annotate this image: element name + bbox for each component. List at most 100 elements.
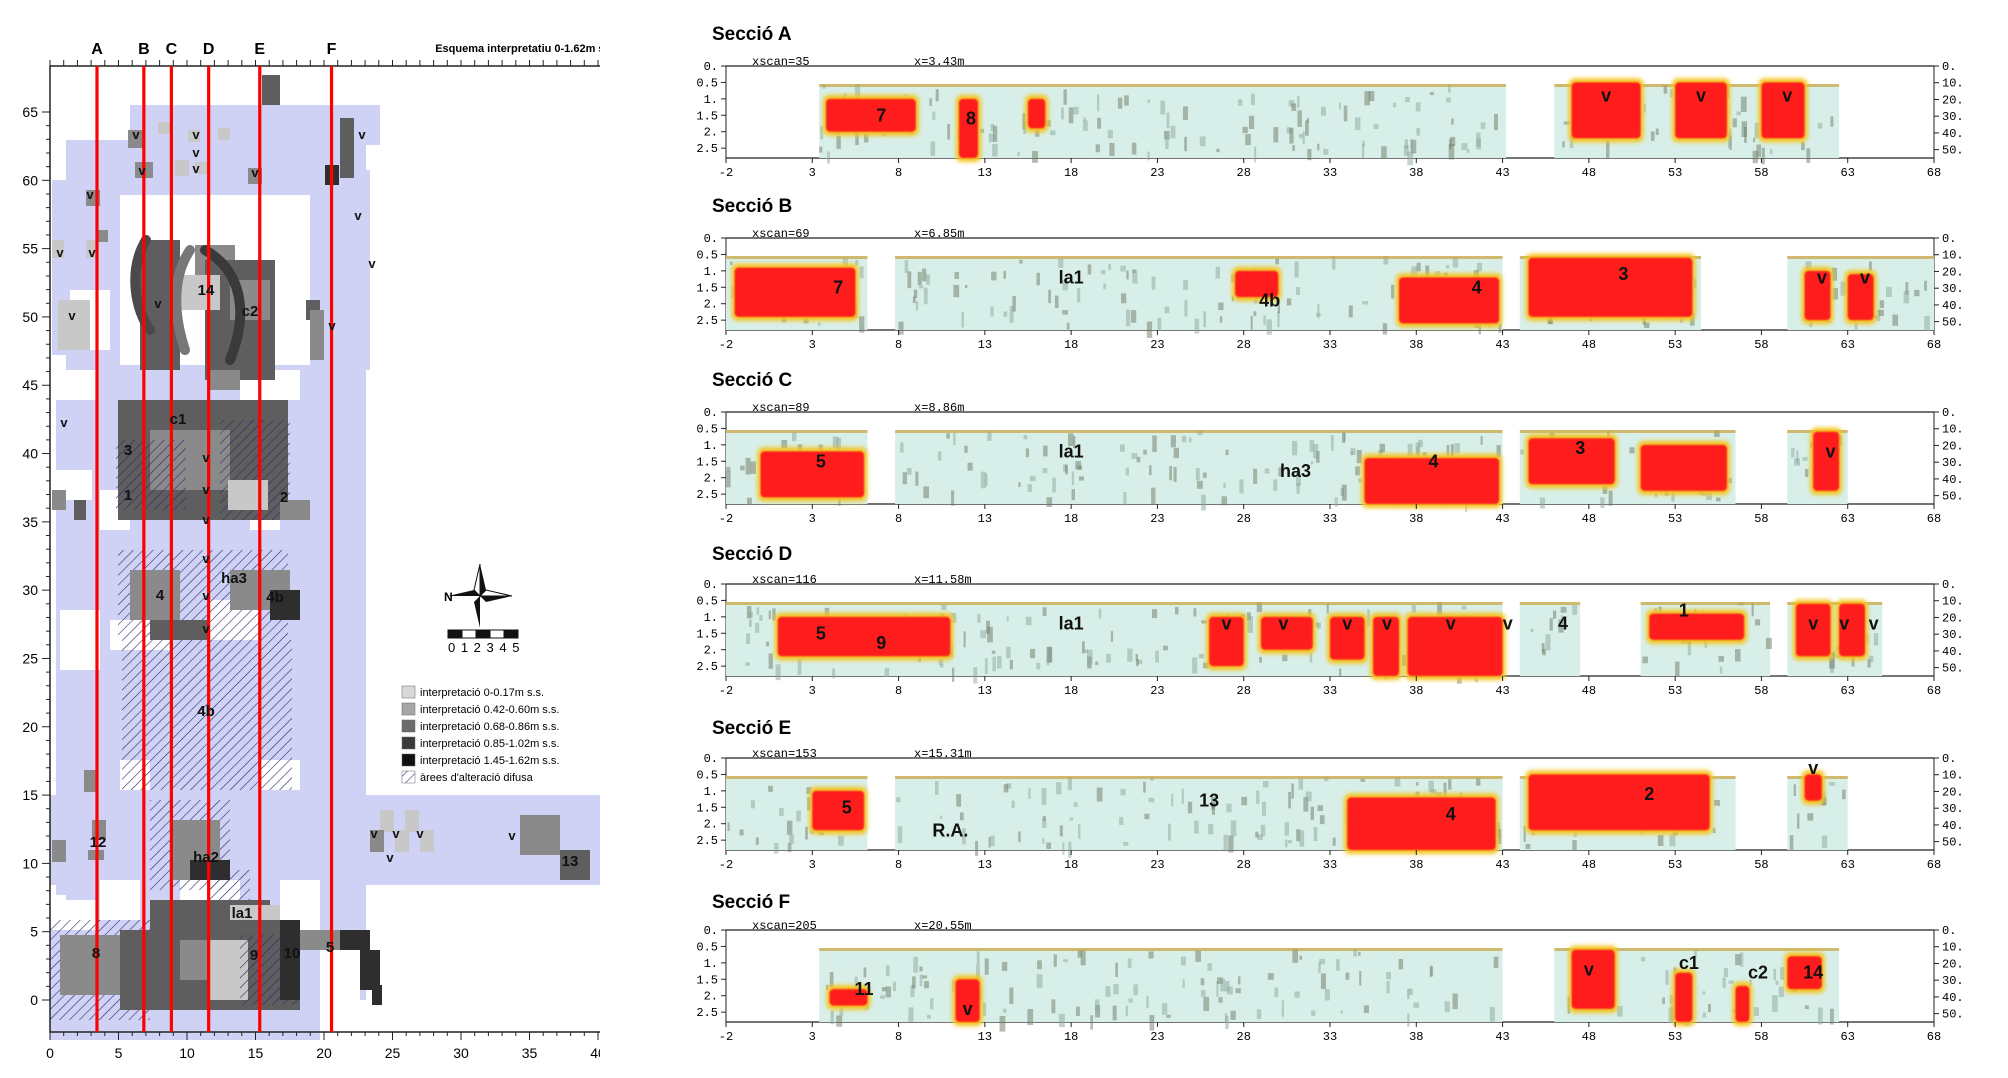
- anomaly-label: la1: [1059, 613, 1084, 633]
- radargram-noise: [1741, 121, 1748, 138]
- radargram-noise: [1728, 980, 1734, 984]
- anomaly-body: [1209, 616, 1244, 667]
- x-tick-label: 20: [316, 1045, 332, 1061]
- feature-block: [340, 118, 354, 178]
- radargram-noise: [1081, 641, 1085, 654]
- radargram-noise: [1083, 117, 1086, 122]
- anomaly-body: [760, 451, 865, 498]
- section-time-tick-label: 10.: [1942, 595, 1964, 609]
- feature-block: [150, 620, 210, 640]
- radargram-noise: [951, 667, 955, 682]
- radargram-noise: [1669, 834, 1676, 847]
- radargram-noise: [976, 951, 980, 965]
- radargram-noise: [1854, 321, 1858, 331]
- section-x-tick-label: 3: [809, 684, 816, 698]
- radargram-noise: [1345, 972, 1350, 980]
- anomaly-label: R.A.: [932, 820, 968, 840]
- radargram-noise: [975, 964, 980, 980]
- section-time-tick-label: 0.: [1942, 924, 1956, 938]
- radargram-noise: [1732, 118, 1737, 128]
- feature-block: [380, 810, 394, 832]
- section-xm: x=20.55m: [914, 919, 972, 933]
- anomaly-label: v: [1342, 613, 1352, 633]
- feature-label: 5: [326, 939, 334, 956]
- radargram-noise: [1194, 820, 1199, 834]
- radargram-noise: [1878, 309, 1884, 317]
- radargram-noise: [1780, 967, 1785, 980]
- radargram-noise: [1148, 951, 1154, 959]
- radargram-noise: [1285, 839, 1288, 848]
- radargram-noise: [1170, 125, 1176, 139]
- radargram-noise: [830, 1010, 834, 1025]
- radargram-noise: [1215, 266, 1220, 279]
- radargram-noise: [1003, 311, 1008, 317]
- radargram-noise: [1368, 91, 1375, 102]
- section-time-tick-label: 40.: [1942, 991, 1964, 1005]
- radargram-noise: [1155, 650, 1159, 663]
- radargram-noise: [1113, 984, 1119, 995]
- x-tick-label: 10: [179, 1045, 195, 1061]
- section-title: Secció E: [712, 718, 791, 739]
- section-x-tick-label: 43: [1495, 1030, 1509, 1044]
- radargram-noise: [1030, 648, 1036, 659]
- radargram-noise: [1163, 130, 1170, 140]
- section-x-tick-label: 3: [809, 858, 816, 872]
- anomaly-body: [1571, 82, 1641, 139]
- section-time-tick-label: 30.: [1942, 110, 1964, 124]
- feature-label: v: [370, 826, 378, 841]
- radargram-noise: [1120, 265, 1126, 272]
- section-x-tick-label: 33: [1323, 338, 1337, 352]
- radargram-noise: [1295, 471, 1301, 486]
- radargram-noise: [819, 146, 823, 153]
- radargram-noise: [1028, 788, 1031, 799]
- anomaly-label: 5: [816, 451, 826, 471]
- radargram-noise: [1168, 823, 1171, 841]
- radargram-noise: [1356, 450, 1362, 464]
- feature-label: v: [60, 415, 68, 430]
- radargram-noise: [1121, 293, 1127, 304]
- radargram-noise: [1446, 444, 1450, 460]
- radargram-noise: [1386, 980, 1390, 994]
- radargram-noise: [1203, 996, 1210, 1011]
- north-arrow: [480, 596, 512, 602]
- radargram-noise: [1288, 791, 1291, 809]
- feature-block: [270, 590, 300, 620]
- radargram-noise: [1545, 634, 1551, 651]
- radargram-noise: [1394, 777, 1401, 787]
- radargram-noise: [1714, 800, 1720, 806]
- section-time-tick-label: 10.: [1942, 423, 1964, 437]
- feature-block: [175, 160, 189, 176]
- radargram-noise: [1868, 261, 1872, 271]
- radargram-noise: [836, 135, 841, 149]
- radargram-noise: [1558, 619, 1564, 633]
- radargram-noise: [1286, 298, 1292, 306]
- radargram-noise: [1373, 124, 1379, 130]
- feature-label: ha3: [221, 570, 247, 587]
- radargram-noise: [1873, 633, 1879, 646]
- radargram-noise: [727, 822, 730, 832]
- feature-block: [372, 985, 382, 1005]
- section-x-tick-label: 48: [1582, 338, 1596, 352]
- section-x-tick-label: 38: [1409, 684, 1423, 698]
- radargram-noise: [1367, 609, 1370, 627]
- map-frame: [42, 60, 600, 1040]
- radargram-noise: [1475, 777, 1481, 786]
- radargram-noise: [913, 956, 918, 973]
- radargram-noise: [997, 655, 1002, 669]
- section-y-tick-label: 0.: [704, 752, 718, 766]
- radargram-noise: [1083, 649, 1088, 653]
- radargram-noise: [1560, 606, 1567, 613]
- radargram-noise: [1147, 151, 1150, 161]
- radargram-noise: [1753, 1007, 1760, 1016]
- radargram-noise: [746, 633, 751, 645]
- radargram-noise: [1360, 778, 1365, 782]
- feature-block: [218, 128, 230, 140]
- radargram-noise: [1668, 1007, 1674, 1023]
- feature-label: 4b: [266, 589, 284, 606]
- section-x-tick-label: 58: [1754, 166, 1768, 180]
- radargram-noise: [1572, 840, 1577, 851]
- anomaly-label: v: [1503, 613, 1513, 633]
- radargram-noise: [1362, 140, 1365, 147]
- radargram-noise: [1842, 789, 1846, 800]
